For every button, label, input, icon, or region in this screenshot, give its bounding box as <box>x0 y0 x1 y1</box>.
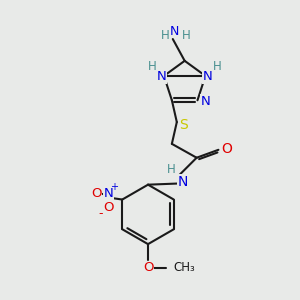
Text: H: H <box>167 163 175 176</box>
Text: N: N <box>170 25 179 38</box>
Text: O: O <box>143 261 153 274</box>
Text: N: N <box>157 70 167 83</box>
Text: O: O <box>91 187 102 200</box>
Text: N: N <box>178 175 188 188</box>
Text: S: S <box>179 118 188 132</box>
Text: H: H <box>148 61 156 74</box>
Text: O: O <box>221 142 232 156</box>
Text: O: O <box>103 201 114 214</box>
Text: H: H <box>182 28 191 42</box>
Text: CH₃: CH₃ <box>174 261 196 274</box>
Text: H: H <box>213 61 222 74</box>
Text: H: H <box>160 28 169 42</box>
Text: -: - <box>98 207 103 220</box>
Text: N: N <box>200 95 210 108</box>
Text: N: N <box>202 70 212 83</box>
Text: +: + <box>110 182 118 192</box>
Text: N: N <box>103 187 113 200</box>
